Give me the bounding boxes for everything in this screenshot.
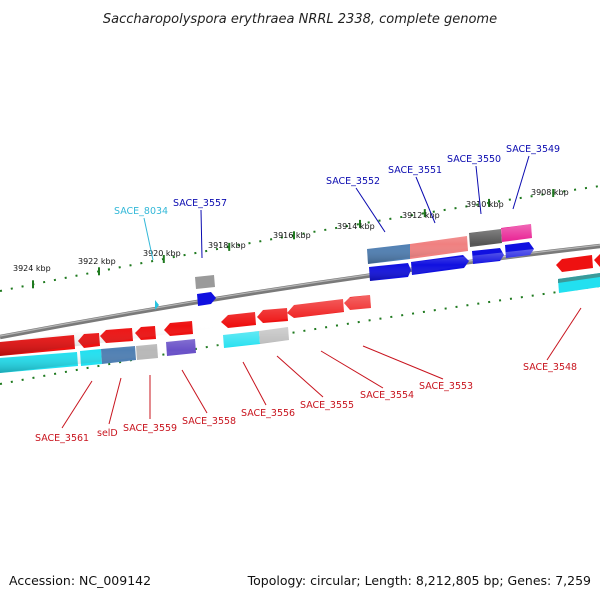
forward-genes-bottom: [155, 242, 534, 310]
gene-label-sace-3554[interactable]: SACE_3554: [360, 390, 414, 401]
forward-gene-labels: SACE_8034 SACE_3557 SACE_3552 SACE_3551 …: [114, 144, 560, 217]
gene-arrow[interactable]: [197, 292, 216, 306]
scale-label-3916: 3916 kbp: [273, 231, 311, 240]
gene-arrow[interactable]: [155, 300, 159, 310]
gene-arrow[interactable]: [594, 254, 600, 267]
scale-label-3924: 3924 kbp: [13, 264, 51, 273]
leader-line: [355, 187, 386, 233]
gene-label-sace-3548[interactable]: SACE_3548: [523, 362, 577, 373]
gene-arrow[interactable]: [556, 255, 593, 272]
scale-label-3914: 3914 kbp: [337, 222, 375, 231]
forward-genes-top: [195, 224, 532, 289]
gene-label-sace-3558[interactable]: SACE_3558: [182, 416, 236, 427]
scale-label-3920: 3920 kbp: [143, 249, 181, 258]
leader-line: [512, 155, 530, 210]
gene-label-sace-3552[interactable]: SACE_3552: [326, 176, 380, 187]
scale-labels: 3924 kbp 3922 kbp 3920 kbp 3918 kbp 3916…: [13, 188, 569, 273]
genome-stats-text: Topology: circular; Length: 8,212,805 bp…: [247, 573, 591, 588]
reverse-label-leaders: [61, 307, 582, 429]
gene-block[interactable]: [558, 273, 600, 283]
gene-label-sace-3549[interactable]: SACE_3549: [506, 144, 560, 155]
leader-line: [143, 217, 154, 261]
leader-line: [61, 380, 93, 429]
leader-line: [546, 307, 582, 361]
gene-block[interactable]: [195, 275, 215, 289]
leader-line: [415, 176, 436, 224]
map-title: Saccharopolyspora erythraea NRRL 2338, c…: [103, 12, 497, 27]
gene-label-sace-3556[interactable]: SACE_3556: [241, 408, 295, 419]
forward-label-leaders: [143, 155, 530, 261]
gene-label-sace-3551[interactable]: SACE_3551: [388, 165, 442, 176]
scale-label-3910: 3910 kbp: [466, 200, 504, 209]
scale-label-3912: 3912 kbp: [402, 211, 440, 220]
scale-label-3908: 3908 kbp: [531, 188, 569, 197]
reverse-genes-bottom: [0, 273, 600, 373]
major-ticks: [32, 189, 555, 289]
gene-shade: [0, 327, 289, 373]
leader-line: [242, 361, 267, 406]
accession-text: Accession: NC_009142: [9, 573, 152, 588]
leader-line: [362, 345, 444, 380]
gene-shade: [0, 295, 371, 356]
gene-label-sace-3555[interactable]: SACE_3555: [300, 400, 354, 411]
scale-label-3922: 3922 kbp: [78, 257, 116, 266]
gene-label-sace-3553[interactable]: SACE_3553: [419, 381, 473, 392]
scale-label-3918: 3918 kbp: [208, 241, 246, 250]
leader-line: [200, 209, 203, 259]
gene-label-seld[interactable]: selD: [97, 428, 118, 439]
leader-line: [276, 355, 324, 398]
gene-shade: [367, 224, 532, 264]
reverse-gene-labels: SACE_3561 selD SACE_3559 SACE_3558 SACE_…: [35, 362, 577, 444]
leader-line: [475, 165, 482, 215]
gene-label-sace-3559[interactable]: SACE_3559: [123, 423, 177, 434]
leader-line: [181, 369, 208, 414]
leader-line: [108, 377, 122, 425]
gene-label-sace-3550[interactable]: SACE_3550: [447, 154, 501, 165]
gene-label-sace-3557[interactable]: SACE_3557: [173, 198, 227, 209]
leader-line: [320, 350, 384, 389]
reverse-genes-top: [0, 254, 600, 356]
gene-label-sace-8034[interactable]: SACE_8034: [114, 206, 168, 217]
gene-shade: [369, 249, 534, 281]
gene-label-sace-3561[interactable]: SACE_3561: [35, 433, 89, 444]
